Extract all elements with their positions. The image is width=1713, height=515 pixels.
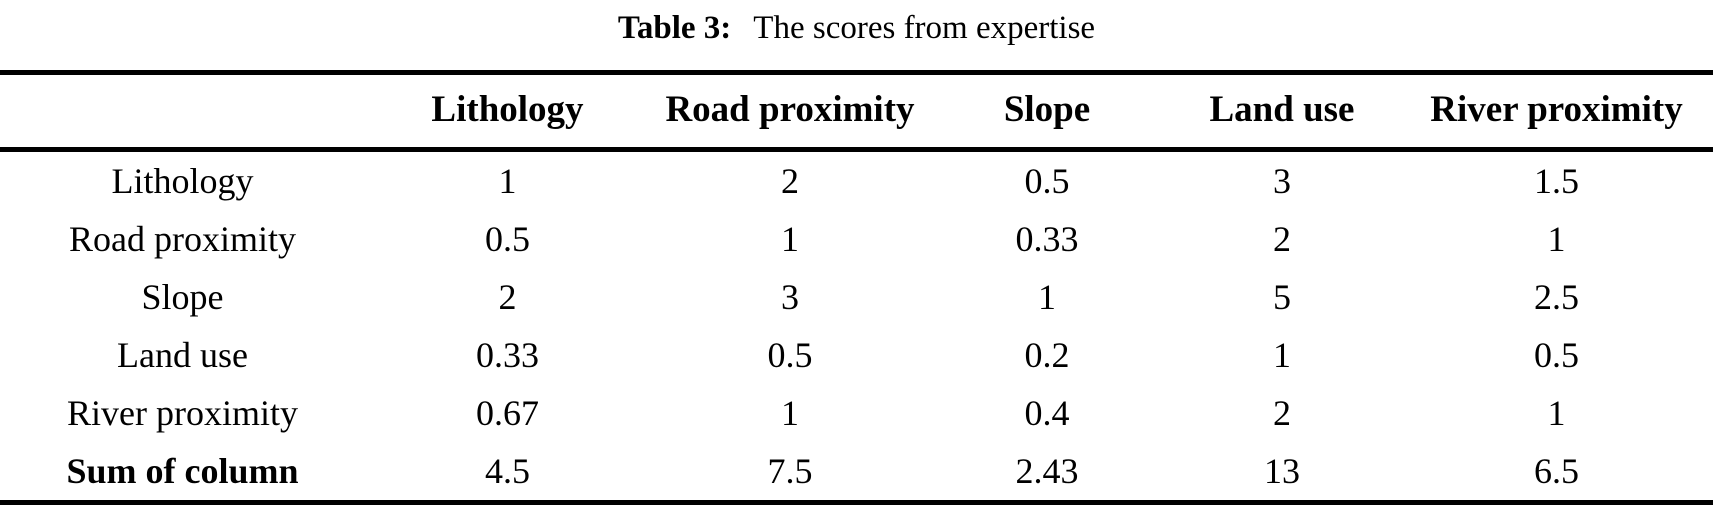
cell-value: 0.67 (476, 393, 539, 433)
table-row: Road proximity 0.5 1 0.33 2 1 (0, 210, 1713, 268)
table-caption: Table 3: The scores from expertise (0, 0, 1713, 52)
cell-value: 5 (1273, 277, 1291, 317)
cell-value: 1 (1547, 393, 1566, 433)
cell-value: 2 (1273, 393, 1291, 433)
cell-value: 0.5 (485, 219, 530, 259)
header-cell: Land use (1164, 72, 1400, 152)
header-cell: Road proximity (650, 72, 930, 152)
cell-value: 6.5 (1534, 451, 1579, 491)
cell-value: 0.4 (1024, 393, 1070, 433)
header-cell: Lithology (365, 72, 650, 152)
cell-value: 13 (1264, 451, 1300, 491)
table-row: River proximity 0.67 1 0.4 2 1 (0, 384, 1713, 442)
row-label: Lithology (111, 161, 254, 201)
caption-label: Table 3: (617, 10, 732, 46)
cell-value: 0.2 (1024, 335, 1070, 375)
cell-value: 3 (1273, 161, 1291, 201)
table-row: Sum of column 4.5 7.5 2.43 13 6.5 (0, 442, 1713, 503)
table-row: Lithology 1 2 0.5 3 1.5 (0, 150, 1713, 211)
table-row: Land use 0.33 0.5 0.2 1 0.5 (0, 326, 1713, 384)
header-row: Lithology Road proximity Slope Land use Rive… (0, 72, 1713, 152)
cell-value: 0.33 (476, 335, 539, 375)
row-label: Sum of column (66, 451, 299, 491)
header-cell: Slope (930, 72, 1164, 152)
cell-value: 2 (498, 277, 517, 317)
cell-value: 3 (781, 277, 799, 317)
cell-value: 2 (781, 161, 799, 201)
cell-value: 1 (1038, 277, 1056, 317)
cell-value: 4.5 (485, 451, 530, 491)
table-row: Slope 2 3 1 5 2.5 (0, 268, 1713, 326)
row-label: Land use (117, 335, 248, 375)
header-cell-empty (0, 72, 365, 152)
cell-value: 7.5 (767, 451, 813, 491)
cell-value: 0.5 (1024, 161, 1070, 201)
header-cell: River proximity (1400, 72, 1713, 152)
row-label: Slope (141, 277, 224, 317)
table-body: Lithology 1 2 0.5 3 1.5 Road proximity 0.5 1 0.33… (0, 150, 1713, 503)
scores-table: Lithology Road proximity Slope Land use Rive… (0, 70, 1713, 505)
cell-value: 2 (1273, 219, 1291, 259)
cell-value: 2.5 (1534, 277, 1579, 317)
cell-value: 0.5 (767, 335, 813, 375)
cell-value: 0.33 (1015, 219, 1079, 259)
caption-text: The scores from expertise (753, 10, 1096, 46)
cell-value: 1 (498, 161, 517, 201)
cell-value: 1 (781, 219, 799, 259)
cell-value: 1 (1273, 335, 1291, 375)
cell-value: 1 (1547, 219, 1566, 259)
row-label: River proximity (67, 393, 298, 433)
cell-value: 1 (781, 393, 799, 433)
cell-value: 2.43 (1015, 451, 1079, 491)
cell-value: 0.5 (1534, 335, 1579, 375)
row-label: Road proximity (69, 219, 296, 259)
cell-value: 1.5 (1534, 161, 1579, 201)
